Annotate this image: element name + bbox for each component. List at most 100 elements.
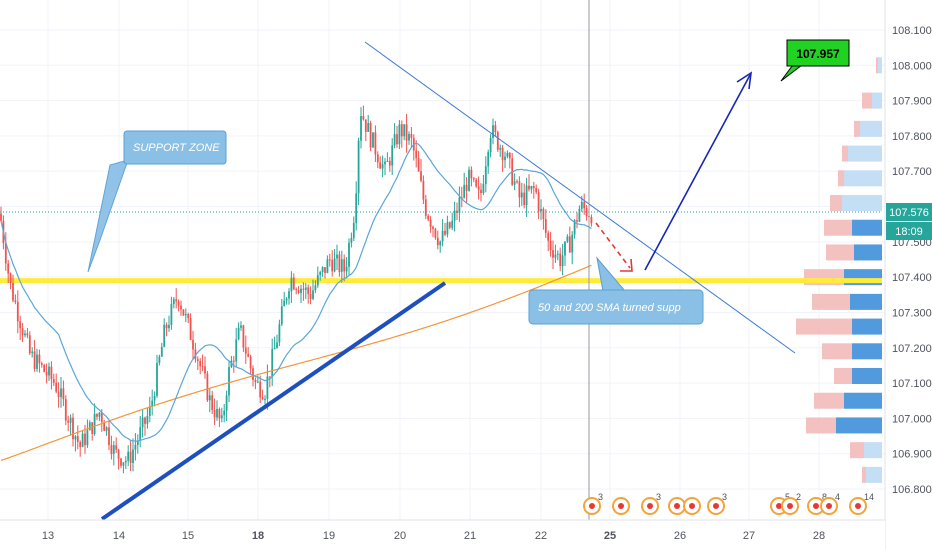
event-marker[interactable]: 4 [820,492,840,515]
event-marker[interactable]: 2 [781,492,801,515]
rising-trendline[interactable] [100,281,447,521]
candle-body [24,333,26,336]
candle-body [424,199,427,216]
candle-body [506,152,509,157]
candle-body [232,360,235,362]
candle-body [559,253,562,267]
price-axis[interactable] [885,0,932,550]
candle-body [429,219,432,227]
candle-body [122,462,125,466]
target-price-callout[interactable]: 107.957 [780,39,850,82]
date-tick-label: 27 [743,530,755,542]
candle-body [4,243,7,264]
candle-body [453,210,456,221]
event-marker[interactable]: 8 [807,492,827,515]
candle-body [288,291,290,299]
candle-body [261,397,264,399]
descending-resistance-line[interactable] [364,41,796,354]
sma-note-callout[interactable]: 50 and 200 SMA turned supp [528,256,704,325]
plot-area[interactable] [0,0,885,520]
event-marker[interactable] [612,497,630,515]
candle-body [499,147,502,150]
candle-body [16,302,19,322]
candle-body [316,275,319,286]
candle-body [398,124,401,145]
candle-body [487,152,490,167]
candle-body [189,318,192,340]
candle-body [93,413,96,434]
candle-body [489,137,492,153]
candle-body [194,349,197,360]
candle-body [52,379,55,383]
volume-sell-bar [876,57,878,74]
candle-body [132,449,134,463]
price-tick-label: 107.000 [892,413,932,425]
candle-body [355,193,358,223]
candle-body [252,368,254,381]
candle-body [564,241,566,256]
candle-body [340,259,343,272]
current-price-tag: 107.576 18:09 [886,203,932,240]
candle-body [472,178,475,180]
candle-body [31,351,34,354]
candle-body [192,339,194,350]
volume-sell-bar [838,170,844,187]
event-marker[interactable]: 14 [849,492,874,515]
candle-body [422,180,425,200]
support-zone-callout[interactable]: SUPPORT ZONE [87,130,227,273]
candle-body [268,376,271,378]
price-tick-label: 108.100 [892,25,932,37]
pullback-arrowhead [620,258,633,272]
candle-body [532,186,535,189]
date-tick-label: 26 [674,530,686,542]
candle-body [566,236,569,242]
candle-body [276,342,278,348]
candle-body [21,328,24,336]
event-marker[interactable]: 3 [707,492,727,515]
candle-body [492,125,494,138]
event-marker[interactable] [683,497,701,515]
candle-body [333,258,336,272]
pullback-arrow[interactable] [595,222,631,269]
event-count: 3 [656,492,661,502]
candle-body [218,409,221,419]
candle-body [182,309,185,316]
time-axis[interactable] [0,520,885,550]
economic-event-markers[interactable]: 3 3 3 5 2 8 4 14 [583,492,874,515]
candle-body [163,324,166,347]
volume-buy-bar [864,442,882,459]
date-tick-label: 18 [252,530,264,542]
event-marker[interactable] [668,497,686,515]
candle-body [501,147,504,161]
candle-body [352,222,355,239]
target-price-label: 107.957 [796,47,840,61]
date-tick-label: 25 [604,530,616,542]
event-marker[interactable]: 3 [583,492,603,515]
candle-body [590,216,593,224]
candle-body [36,354,38,369]
candle-body [69,417,72,423]
candle-body [343,259,346,272]
projection-arrow[interactable] [644,74,751,271]
volume-buy-bar [850,293,882,310]
candle-body [60,388,62,398]
candle-body [475,179,478,187]
candle-body [484,166,487,185]
candle-body [482,184,485,194]
event-marker[interactable]: 3 [641,492,661,515]
candle-body [508,152,511,159]
event-count: 14 [864,492,874,502]
candle-body [295,289,298,291]
volume-profile [796,57,882,483]
candle-body [410,133,413,138]
candle-body [561,255,564,267]
candle-body [216,409,218,418]
candle-body [470,169,473,179]
candle-body [388,160,391,166]
candle-body [256,381,259,383]
candle-body [549,240,552,251]
candle-body [254,380,257,382]
candle-body [247,353,250,357]
date-tick-label: 15 [182,530,194,542]
